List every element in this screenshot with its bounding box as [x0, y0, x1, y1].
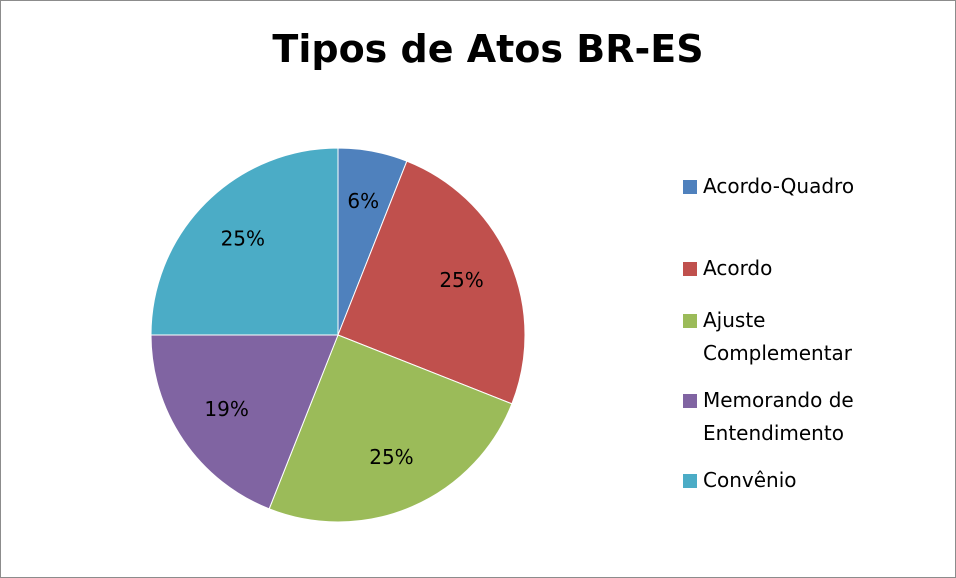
pie-slice: [268, 334, 513, 523]
legend-item: Acordo-Quadro: [683, 170, 903, 203]
legend-item: Ajuste Complementar: [683, 304, 903, 370]
data-label: 25%: [369, 445, 413, 469]
legend-swatch: [683, 474, 697, 488]
legend-item: Acordo: [683, 252, 903, 285]
data-label: 25%: [439, 268, 483, 292]
legend-swatch: [683, 394, 697, 408]
legend-label: Convênio: [703, 468, 797, 492]
chart-title: Tipos de Atos BR-ES: [272, 27, 703, 71]
legend-label: Memorando de Entendimento: [703, 388, 854, 445]
pie-slice: [150, 334, 339, 510]
data-label: 25%: [221, 226, 265, 250]
legend-swatch: [683, 262, 697, 276]
legend-label: Acordo-Quadro: [703, 174, 855, 198]
pie-slice: [150, 147, 339, 336]
legend-item: Convênio: [683, 464, 903, 497]
data-label: 6%: [347, 189, 379, 213]
legend-label: Acordo: [703, 256, 773, 280]
legend-item: Memorando de Entendimento: [683, 384, 903, 450]
pie-slice: [337, 160, 526, 405]
legend-label: Ajuste Complementar: [703, 308, 853, 365]
data-label: 19%: [204, 397, 248, 421]
legend-swatch: [683, 314, 697, 328]
legend-swatch: [683, 180, 697, 194]
